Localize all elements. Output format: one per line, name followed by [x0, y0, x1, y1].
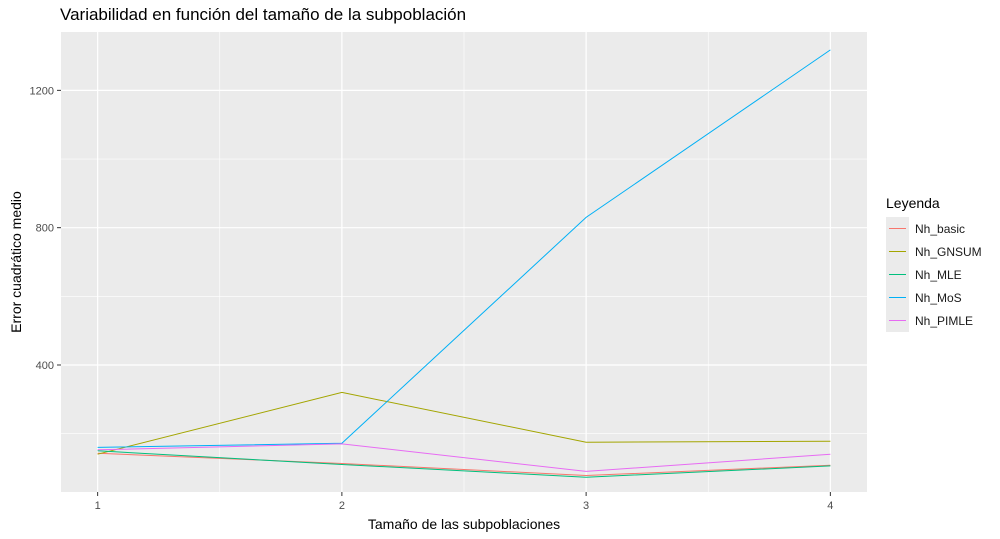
- y-axis-label: Error cuadrático medio: [8, 191, 24, 333]
- legend-key: [886, 217, 909, 240]
- legend-key: [886, 286, 909, 309]
- series-line-nh-basic: [97, 452, 831, 477]
- series-line-nh-gnsum: [97, 391, 831, 455]
- legend-key: [886, 240, 909, 263]
- x-tick-label: 3: [583, 500, 589, 512]
- chart-title: Variabilidad en función del tamaño de la…: [60, 5, 467, 24]
- legend-title: Leyenda: [886, 195, 940, 211]
- y-tick-label: 400: [36, 360, 54, 372]
- x-tick-label: 4: [827, 500, 833, 512]
- legend-item: Nh_basic: [886, 217, 982, 240]
- legend-item: Nh_GNSUM: [886, 240, 982, 263]
- legend-item: Nh_MLE: [886, 263, 982, 286]
- legend: Leyenda Nh_basic Nh_GNSUM Nh_MLE Nh_MoS Nh_P…: [886, 195, 982, 332]
- grid-major: [61, 32, 867, 492]
- series-line-nh-mos: [97, 49, 831, 448]
- grid-minor: [61, 32, 867, 492]
- x-tick-label: 1: [95, 500, 101, 512]
- legend-label: Nh_PIMLE: [915, 313, 974, 328]
- legend-label: Nh_MLE: [915, 267, 962, 282]
- legend-label: Nh_GNSUM: [915, 244, 982, 259]
- legend-label: Nh_MoS: [915, 290, 962, 305]
- y-tick-label: 1200: [30, 85, 54, 97]
- legend-key: [886, 263, 909, 286]
- series-line-nh-pimle: [97, 443, 831, 472]
- legend-label: Nh_basic: [915, 221, 966, 236]
- series-line-nh-mle: [97, 450, 831, 478]
- legend-item: Nh_MoS: [886, 286, 982, 309]
- y-tick-label: 800: [36, 223, 54, 235]
- legend-item: Nh_PIMLE: [886, 309, 982, 332]
- series-lines: [97, 49, 831, 478]
- legend-key: [886, 309, 909, 332]
- legend-items: Nh_basic Nh_GNSUM Nh_MLE Nh_MoS Nh_PIMLE: [886, 217, 982, 332]
- x-axis-label: Tamaño de las subpoblaciones: [368, 516, 560, 532]
- x-tick-label: 2: [339, 500, 345, 512]
- axis-ticks: 1 2 3 4 400 800 1200: [30, 85, 834, 512]
